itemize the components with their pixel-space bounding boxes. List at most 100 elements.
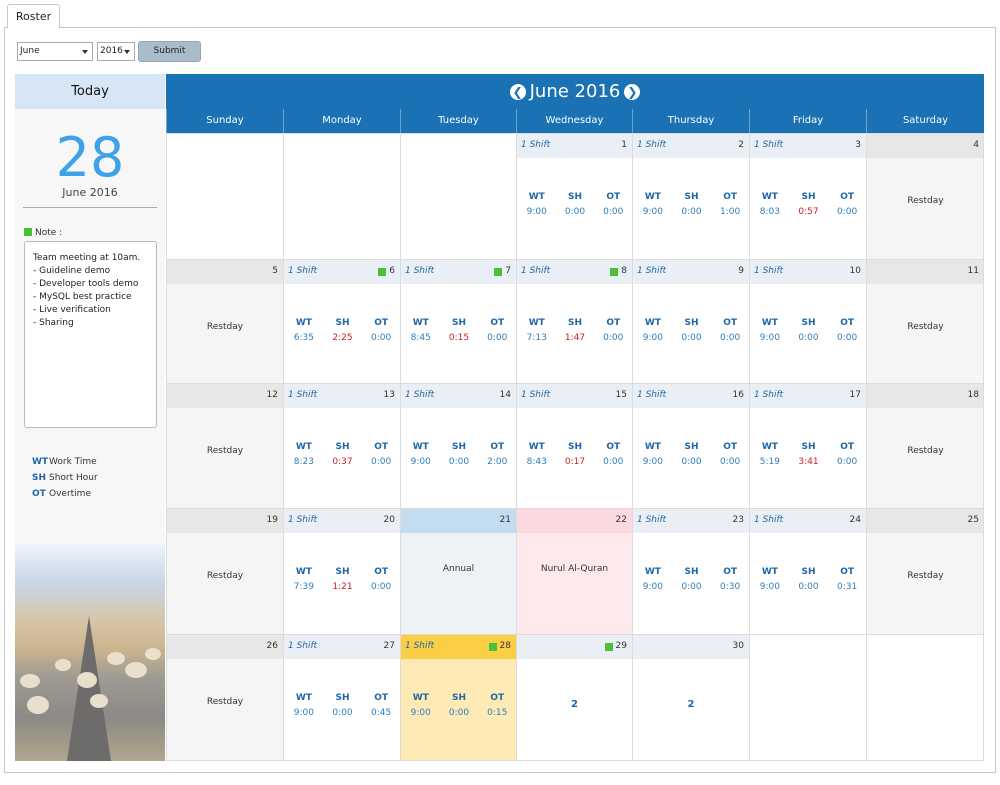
day-cell[interactable]: 23 1 Shift WT 9:00 SH 0:00 OT 0:30	[632, 508, 749, 634]
note-flag-icon[interactable]	[494, 268, 502, 276]
shift-label[interactable]: 1 Shift	[754, 515, 784, 525]
shift-label[interactable]: 1 Shift	[288, 515, 318, 525]
stat-key: SH	[451, 442, 466, 452]
shift-label[interactable]: 1 Shift	[405, 641, 435, 651]
shift-label[interactable]: 1 Shift	[288, 641, 318, 651]
restday-label: Restday	[206, 322, 244, 332]
chevron-down-icon	[124, 50, 130, 54]
stat-ot: OT 0:00	[593, 316, 632, 346]
stat-wt: WT 9:00	[633, 190, 673, 220]
stat-key: SH	[684, 192, 699, 202]
stat-ot: OT 0:30	[710, 565, 749, 595]
sheep-shape	[107, 652, 125, 665]
day-cell[interactable]: 18 Restday	[866, 383, 984, 508]
stat-value: 6:35	[293, 333, 314, 343]
arrow-left-circle-icon[interactable]: ❮	[509, 84, 526, 100]
stat-key: WT	[295, 567, 312, 577]
day-cell[interactable]: 12 Restday	[166, 383, 283, 508]
day-number: 27	[383, 641, 395, 651]
day-strip	[401, 509, 516, 533]
day-cell[interactable]: 27 1 Shift WT 9:00 SH 0:00 OT 0:45	[283, 634, 400, 761]
day-number: 25	[967, 515, 979, 525]
stat-key: OT	[374, 442, 388, 452]
shift-label[interactable]: 1 Shift	[405, 266, 435, 276]
stat-value: 0:15	[448, 333, 470, 343]
month-select[interactable]: June	[17, 42, 93, 61]
day-cell[interactable]: 8 1 Shift WT 7:13 SH 1:47 OT 0:00	[516, 259, 632, 383]
day-cell[interactable]: 7 1 Shift WT 8:45 SH 0:15 OT 0:00	[400, 259, 516, 383]
day-cell[interactable]: 4 Restday	[866, 133, 984, 259]
note-flag-icon[interactable]	[610, 268, 618, 276]
shift-label[interactable]: 1 Shift	[521, 390, 551, 400]
day-cell[interactable]: 24 1 Shift WT 9:00 SH 0:00 OT 0:31	[749, 508, 866, 634]
shift-label[interactable]: 1 Shift	[405, 390, 435, 400]
stat-ot: OT 0:00	[361, 565, 400, 595]
day-cell[interactable]: 29 2	[516, 634, 632, 761]
day-cell[interactable]: 20 1 Shift WT 7:39 SH 1:21 OT 0:00	[283, 508, 400, 634]
shift-label[interactable]: 1 Shift	[754, 266, 784, 276]
shift-label[interactable]: 1 Shift	[288, 390, 318, 400]
tab-bar: Roster	[0, 0, 1000, 28]
today-month-year: June 2016	[62, 186, 118, 199]
note-flag-icon[interactable]	[489, 643, 497, 651]
day-cell[interactable]: 11 Restday	[866, 259, 984, 383]
day-cell[interactable]: 3 1 Shift WT 8:03 SH 0:57 OT 0:00	[749, 133, 866, 259]
event-count[interactable]: 2	[571, 699, 578, 710]
stat-sh: SH 2:25	[323, 316, 363, 346]
day-cell[interactable]: 19 Restday	[166, 508, 283, 634]
day-cell[interactable]: 10 1 Shift WT 9:00 SH 0:00 OT 0:00	[749, 259, 866, 383]
shift-label[interactable]: 1 Shift	[637, 266, 667, 276]
shift-label[interactable]: 1 Shift	[521, 266, 551, 276]
event-count[interactable]: 2	[687, 699, 695, 710]
stat-sh: SH 0:17	[555, 440, 595, 470]
arrow-right-circle-icon[interactable]: ❯	[624, 84, 641, 100]
day-number: 9	[738, 266, 744, 276]
stat-key: WT	[528, 318, 545, 328]
shift-label[interactable]: 1 Shift	[521, 140, 551, 150]
shift-label[interactable]: 1 Shift	[288, 266, 318, 276]
day-strip	[167, 509, 283, 533]
note-flag-icon[interactable]	[605, 643, 613, 651]
stat-value: 8:43	[526, 457, 547, 467]
legend-item: OT Overtime	[32, 489, 91, 499]
stat-wt: WT 9:00	[750, 316, 790, 346]
note-box[interactable]: Team meeting at 10am. - Guideline demo -…	[24, 241, 157, 428]
restday-label: Restday	[907, 446, 944, 456]
shift-label[interactable]: 1 Shift	[637, 515, 667, 525]
note-flag-icon	[24, 228, 32, 236]
day-cell[interactable]: 5 Restday	[166, 259, 283, 383]
stat-key: OT	[840, 318, 854, 328]
day-cell[interactable]: 14 1 Shift WT 9:00 SH 0:00 OT 2:00	[400, 383, 516, 508]
shift-stats: WT 9:00 SH 0:00 OT 0:15	[401, 691, 516, 721]
shift-label[interactable]: 1 Shift	[754, 390, 784, 400]
day-strip	[633, 134, 749, 158]
year-select[interactable]: 2016	[97, 42, 135, 61]
note-flag-icon[interactable]	[378, 268, 386, 276]
day-cell[interactable]: 9 1 Shift WT 9:00 SH 0:00 OT 0:00	[632, 259, 749, 383]
shift-label[interactable]: 1 Shift	[637, 140, 667, 150]
day-cell[interactable]: 21 Annual	[400, 508, 516, 634]
day-cell[interactable]: 26 Restday	[166, 634, 283, 761]
stat-value: 5:19	[759, 457, 780, 467]
day-cell[interactable]: 28 1 Shift WT 9:00 SH 0:00 OT 0:15	[400, 634, 516, 761]
stat-ot: OT 0:00	[827, 190, 866, 220]
day-cell[interactable]: 2 1 Shift WT 9:00 SH 0:00 OT 1:00	[632, 133, 749, 259]
submit-button[interactable]: Submit	[138, 41, 201, 62]
day-number: 8	[621, 266, 627, 276]
tab-roster[interactable]: Roster	[7, 4, 60, 28]
shift-label[interactable]: 1 Shift	[637, 390, 667, 400]
day-cell[interactable]: 30 2	[632, 634, 749, 761]
day-cell[interactable]: 22 Nurul Al-Quran	[516, 508, 632, 634]
day-cell[interactable]: 13 1 Shift WT 8:23 SH 0:37 OT 0:00	[283, 383, 400, 508]
day-cell[interactable]: 16 1 Shift WT 9:00 SH 0:00 OT 0:00	[632, 383, 749, 508]
sheep-shape	[77, 672, 97, 688]
day-cell[interactable]: 1 1 Shift WT 9:00 SH 0:00 OT 0:00	[516, 133, 632, 259]
day-cell[interactable]: 17 1 Shift WT 5:19 SH 3:41 OT 0:00	[749, 383, 866, 508]
day-cell[interactable]: 15 1 Shift WT 8:43 SH 0:17 OT 0:00	[516, 383, 632, 508]
day-cell[interactable]: 6 1 Shift WT 6:35 SH 2:25 OT 0:00	[283, 259, 400, 383]
stat-ot: OT 0:00	[477, 316, 516, 346]
shift-label[interactable]: 1 Shift	[754, 140, 784, 150]
day-cell	[166, 133, 283, 259]
day-cell[interactable]: 25 Restday	[866, 508, 984, 634]
weekday-header-saturday: Saturday	[866, 109, 984, 133]
